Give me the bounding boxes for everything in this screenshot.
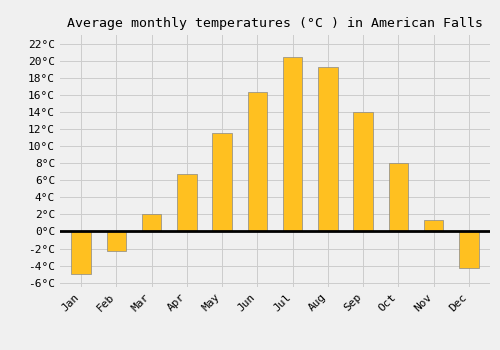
Bar <box>142 215 162 231</box>
Title: Average monthly temperatures (°C ) in American Falls: Average monthly temperatures (°C ) in Am… <box>67 17 483 30</box>
Bar <box>177 174 197 231</box>
Bar <box>212 133 232 231</box>
Bar <box>72 231 91 274</box>
Bar <box>318 66 338 231</box>
Bar <box>459 231 478 268</box>
Bar <box>106 231 126 251</box>
Bar <box>424 219 444 231</box>
Bar <box>283 57 302 231</box>
Bar <box>388 163 408 231</box>
Bar <box>248 92 267 231</box>
Bar <box>354 112 373 231</box>
